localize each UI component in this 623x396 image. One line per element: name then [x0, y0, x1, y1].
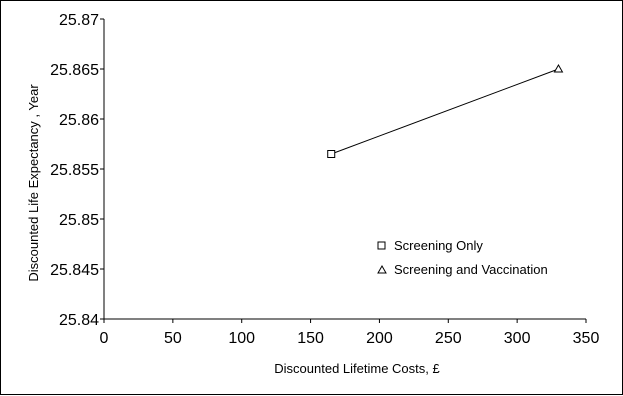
- legend-label-screening-and-vaccination: Screening and Vaccination: [394, 262, 548, 277]
- x-tick-label: 200: [366, 330, 393, 347]
- legend-marker-square: [377, 241, 386, 250]
- y-axis-title: Discounted Life Expectancy , Year: [26, 84, 41, 282]
- x-tick-label: 300: [504, 330, 531, 347]
- x-ticks: 0 50 100 150 200 250 300 350: [100, 319, 600, 347]
- y-tick-label: 25.845: [50, 262, 99, 279]
- x-tick-label: 350: [573, 330, 600, 347]
- y-ticks: 25.84 25.845 25.85 25.855 25.86 25.865 25.87: [50, 12, 104, 329]
- legend-item-screening-and-vaccination: Screening and Vaccination: [377, 262, 548, 277]
- legend-item-screening-only: Screening Only: [377, 238, 483, 253]
- data-point-screening-only: [327, 150, 336, 158]
- data-point-screening-and-vaccination: [553, 63, 564, 73]
- y-tick-label: 25.865: [50, 62, 99, 79]
- y-tick-label: 25.86: [59, 112, 99, 129]
- legend: Screening Only Screening and Vaccination: [377, 238, 548, 277]
- x-tick-label: 150: [297, 330, 324, 347]
- series-line: [331, 68, 559, 155]
- legend-marker-triangle: [377, 264, 387, 274]
- y-tick-label: 25.855: [50, 162, 99, 179]
- series-connector: [331, 68, 559, 155]
- x-tick-label: 100: [228, 330, 255, 347]
- x-axis-title: Discounted Lifetime Costs, £: [274, 361, 440, 376]
- x-tick-label: 250: [435, 330, 462, 347]
- y-tick-label: 25.87: [59, 12, 99, 29]
- data-points: [327, 63, 564, 158]
- y-tick-label: 25.84: [59, 312, 99, 329]
- x-tick-label: 0: [100, 330, 109, 347]
- legend-label-screening-only: Screening Only: [394, 238, 483, 253]
- x-tick-label: 50: [164, 330, 182, 347]
- y-tick-label: 25.85: [59, 212, 99, 229]
